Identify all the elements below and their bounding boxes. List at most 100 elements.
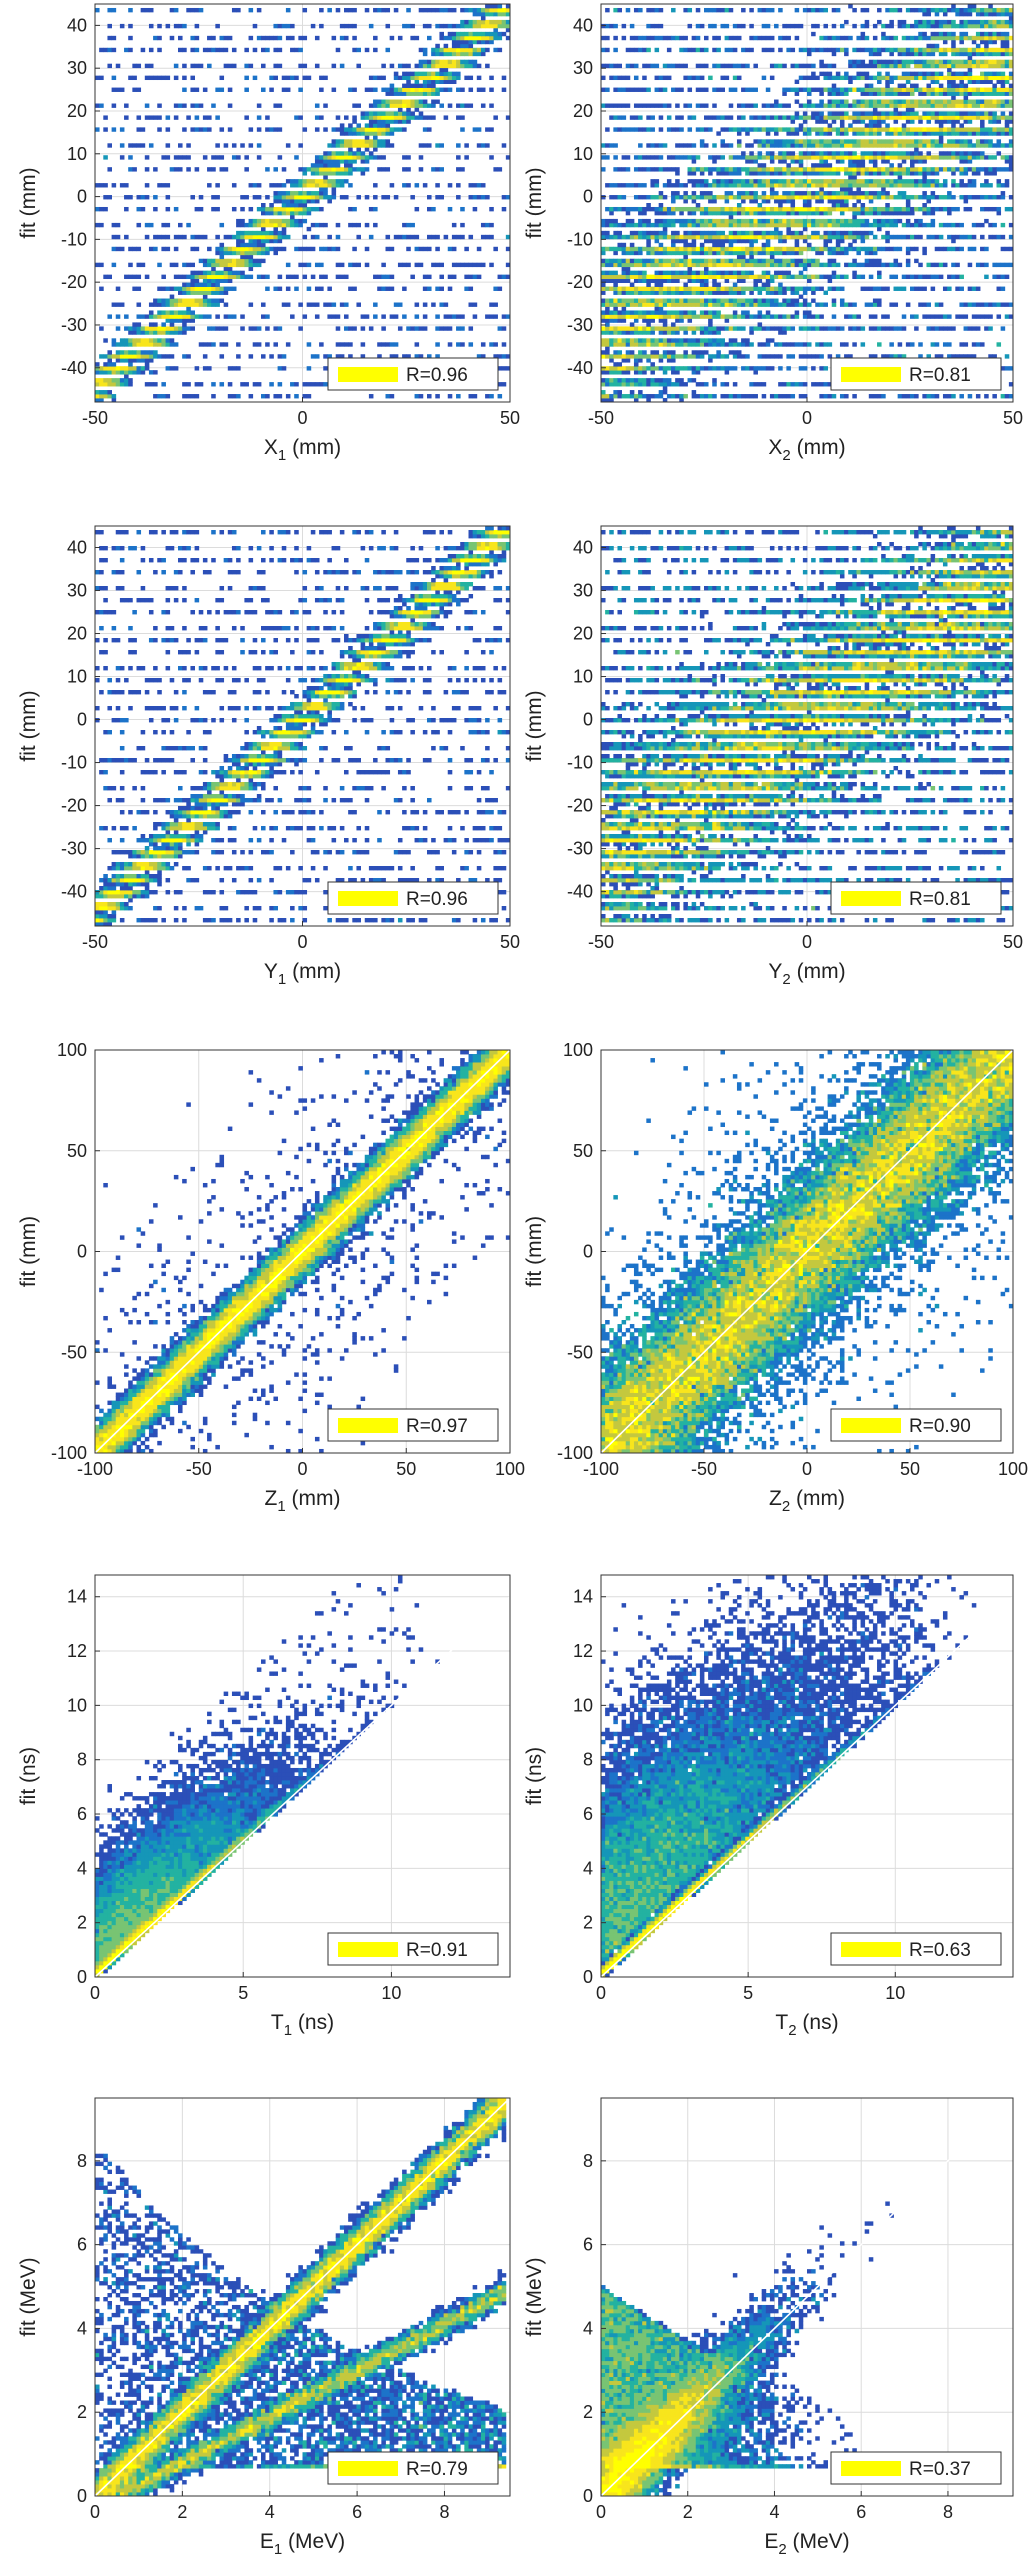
heatmap-cell: [311, 183, 316, 187]
heatmap-cell: [356, 223, 361, 227]
heatmap-cell: [758, 342, 763, 346]
heatmap-cell: [439, 275, 444, 279]
heatmap-cell: [132, 64, 137, 68]
heatmap-cell: [307, 207, 312, 211]
heatmap-cell: [157, 342, 162, 346]
heatmap-cell: [646, 283, 651, 287]
heatmap-cell: [124, 104, 129, 108]
heatmap-cell: [137, 263, 142, 267]
heatmap-cell: [469, 195, 474, 199]
heatmap-cell: [373, 275, 378, 279]
heatmap-cell: [828, 279, 833, 283]
heatmap-cell: [435, 52, 440, 56]
heatmap-cell: [947, 394, 952, 398]
heatmap-cell: [190, 64, 195, 68]
heatmap-cell: [103, 127, 108, 131]
heatmap-cell: [107, 370, 112, 374]
heatmap-cell: [464, 104, 469, 108]
heatmap-cell: [469, 76, 474, 80]
heatmap-cell: [294, 275, 299, 279]
heatmap-cell: [253, 239, 258, 243]
heatmap-cell: [298, 199, 303, 203]
heatmap-cell: [402, 76, 407, 80]
heatmap-cell: [766, 279, 771, 283]
heatmap-cell: [659, 358, 664, 362]
heatmap-cell: [791, 314, 796, 318]
heatmap-cell: [799, 366, 804, 370]
heatmap-cell: [356, 139, 361, 143]
heatmap-cell: [178, 167, 183, 171]
heatmap-cell: [646, 291, 651, 295]
heatmap-cell: [807, 326, 812, 330]
heatmap-cell: [419, 92, 424, 96]
heatmap-cell: [107, 358, 112, 362]
heatmap-cell: [307, 195, 312, 199]
heatmap-cell: [671, 382, 676, 386]
heatmap-cell: [617, 263, 622, 267]
heatmap-cell: [195, 271, 200, 275]
heatmap-cell: [199, 299, 204, 303]
heatmap-cell: [386, 48, 391, 52]
heatmap-cell: [667, 394, 672, 398]
heatmap-cell: [174, 8, 179, 12]
heatmap-cell: [178, 291, 183, 295]
heatmap-cell: [762, 283, 767, 287]
heatmap-cell: [145, 275, 150, 279]
heatmap-cell: [799, 394, 804, 398]
heatmap-cell: [410, 76, 415, 80]
heatmap-cell: [749, 326, 754, 330]
heatmap-cell: [273, 195, 278, 199]
heatmap-cell: [377, 76, 382, 80]
heatmap-cell: [224, 251, 229, 255]
heatmap-cell: [914, 326, 919, 330]
heatmap-cell: [211, 342, 216, 346]
heatmap-cell: [319, 187, 324, 191]
heatmap-cell: [199, 314, 204, 318]
heatmap-cell: [419, 8, 424, 12]
heatmap-cell: [141, 370, 146, 374]
heatmap-cell: [153, 36, 158, 40]
heatmap-cell: [141, 127, 146, 131]
heatmap-cell: [762, 299, 767, 303]
heatmap-cell: [634, 362, 639, 366]
heatmap-cell: [257, 219, 262, 223]
heatmap-cell: [692, 279, 697, 283]
heatmap-cell: [294, 287, 299, 291]
heatmap-cell: [774, 271, 779, 275]
heatmap-cell: [265, 247, 270, 251]
heatmap-cell: [249, 243, 254, 247]
heatmap-cell: [460, 44, 465, 48]
heatmap-cell: [124, 374, 129, 378]
heatmap-cell: [807, 303, 812, 307]
heatmap-cell: [361, 326, 366, 330]
heatmap-cell: [120, 88, 125, 92]
heatmap-cell: [431, 84, 436, 88]
heatmap-cell: [112, 223, 117, 227]
heatmap-cell: [149, 223, 154, 227]
heatmap-cell: [675, 287, 680, 291]
heatmap-cell: [365, 263, 370, 267]
heatmap-cell: [638, 303, 643, 307]
heatmap-cell: [642, 326, 647, 330]
heatmap-cell: [257, 127, 262, 131]
heatmap-cell: [240, 247, 245, 251]
heatmap-cell: [976, 394, 981, 398]
heatmap-cell: [493, 247, 498, 251]
heatmap-cell: [663, 291, 668, 295]
heatmap-cell: [369, 104, 374, 108]
heatmap-cell: [190, 195, 195, 199]
heatmap-cell: [605, 394, 610, 398]
heatmap-cell: [601, 291, 606, 295]
heatmap-cell: [398, 263, 403, 267]
heatmap-cell: [352, 131, 357, 135]
heatmap-cell: [415, 72, 420, 76]
heatmap-cell: [968, 326, 973, 330]
heatmap-cell: [696, 314, 701, 318]
heatmap-cell: [232, 271, 237, 275]
heatmap-cell: [659, 342, 664, 346]
heatmap-cell: [700, 291, 705, 295]
heatmap-cell: [427, 80, 432, 84]
heatmap-cell: [988, 314, 993, 318]
heatmap-cell: [749, 263, 754, 267]
heatmap-cell: [203, 291, 208, 295]
